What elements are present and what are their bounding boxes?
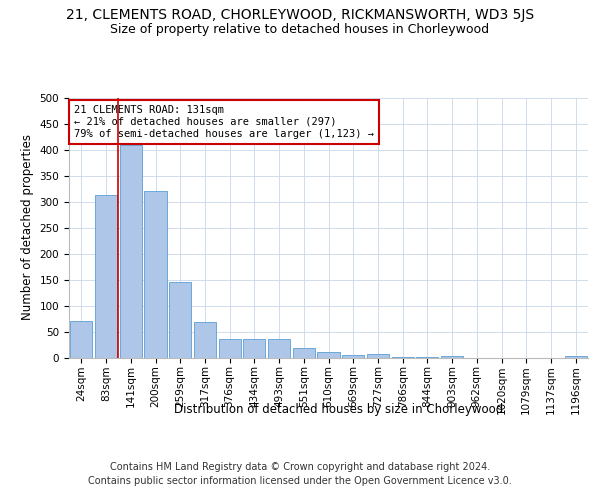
Bar xyxy=(392,357,414,358)
Y-axis label: Number of detached properties: Number of detached properties xyxy=(21,134,34,320)
Bar xyxy=(416,357,439,358)
Text: Contains public sector information licensed under the Open Government Licence v3: Contains public sector information licen… xyxy=(88,476,512,486)
Bar xyxy=(194,322,216,358)
Bar xyxy=(119,146,142,358)
Bar xyxy=(342,355,364,358)
Bar xyxy=(95,194,117,358)
Bar xyxy=(169,282,191,358)
Text: 21 CLEMENTS ROAD: 131sqm
← 21% of detached houses are smaller (297)
79% of semi-: 21 CLEMENTS ROAD: 131sqm ← 21% of detach… xyxy=(74,106,374,138)
Text: 21, CLEMENTS ROAD, CHORLEYWOOD, RICKMANSWORTH, WD3 5JS: 21, CLEMENTS ROAD, CHORLEYWOOD, RICKMANS… xyxy=(66,8,534,22)
Text: Contains HM Land Registry data © Crown copyright and database right 2024.: Contains HM Land Registry data © Crown c… xyxy=(110,462,490,472)
Bar xyxy=(293,348,315,358)
Bar xyxy=(441,356,463,358)
Bar xyxy=(218,340,241,357)
Bar xyxy=(243,340,265,357)
Text: Size of property relative to detached houses in Chorleywood: Size of property relative to detached ho… xyxy=(110,22,490,36)
Bar xyxy=(565,356,587,358)
Bar xyxy=(317,352,340,358)
Bar xyxy=(367,354,389,358)
Text: Distribution of detached houses by size in Chorleywood: Distribution of detached houses by size … xyxy=(175,402,503,415)
Bar xyxy=(268,340,290,357)
Bar xyxy=(70,321,92,358)
Bar xyxy=(145,191,167,358)
